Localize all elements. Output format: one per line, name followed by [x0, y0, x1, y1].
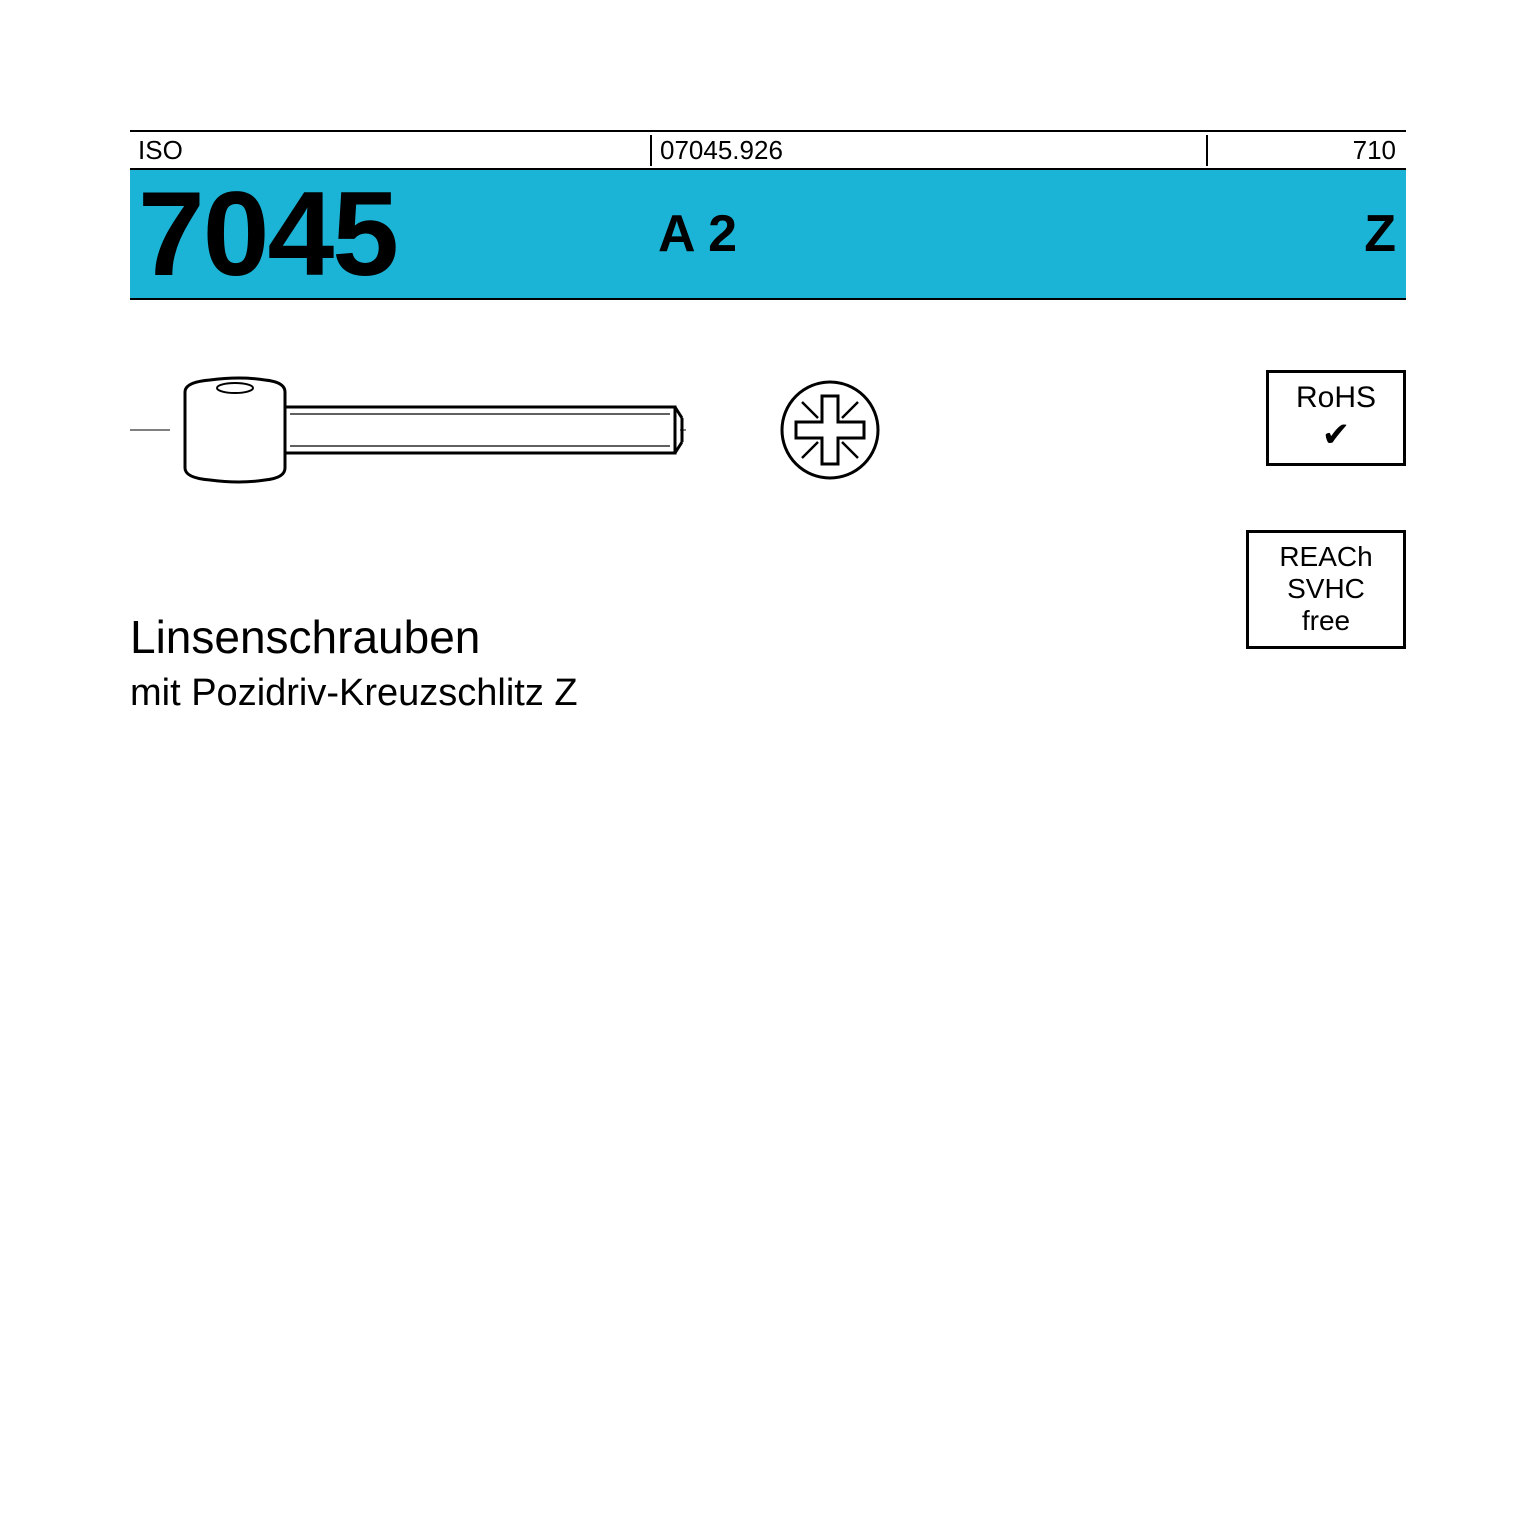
material-grade: A 2	[650, 204, 1206, 264]
product-name: Linsenschrauben	[130, 610, 1406, 664]
reach-line1: REACh	[1261, 541, 1391, 573]
header-row-1: ISO 07045.926 710	[130, 130, 1406, 170]
rohs-label: RoHS	[1281, 381, 1391, 416]
header-iso-label: ISO	[130, 135, 650, 166]
drive-type: Z	[1206, 204, 1406, 264]
reach-line2: SVHC	[1261, 573, 1391, 605]
check-icon: ✔	[1281, 416, 1391, 455]
technical-diagram	[130, 330, 1406, 570]
pozidriv-icon	[782, 382, 878, 478]
rohs-badge: RoHS ✔	[1266, 370, 1406, 466]
product-subtitle: mit Pozidriv-Kreuzschlitz Z	[130, 672, 1406, 715]
header-number: 710	[1206, 135, 1406, 166]
reach-badge: REACh SVHC free	[1246, 530, 1406, 649]
description-block: Linsenschrauben mit Pozidriv-Kreuzschlit…	[130, 610, 1406, 715]
screw-svg	[130, 330, 1030, 530]
header-code: 07045.926	[650, 135, 1206, 166]
standard-number: 7045	[130, 174, 650, 294]
reach-line3: free	[1261, 605, 1391, 637]
header-row-2: 7045 A 2 Z	[130, 170, 1406, 300]
